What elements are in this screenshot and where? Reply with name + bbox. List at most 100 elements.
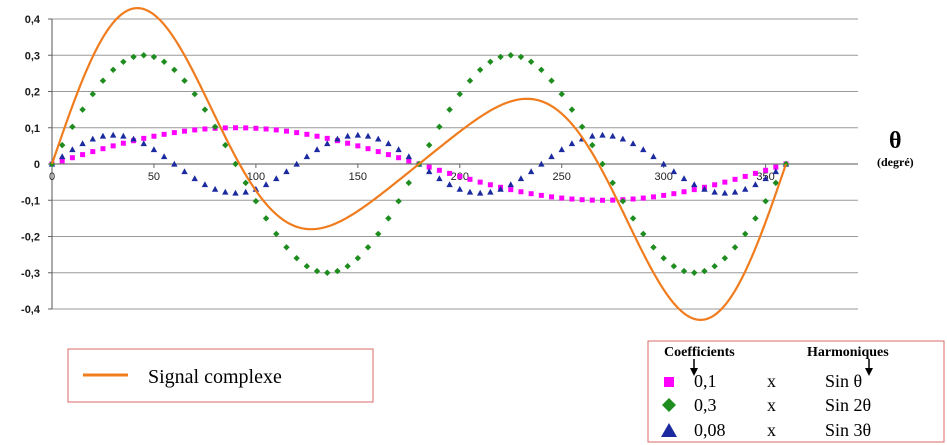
y-tick-label: 0: [34, 159, 40, 171]
y-tick-label: -0,4: [21, 304, 41, 316]
x-tick-label: 0: [49, 171, 55, 183]
diamond-point: [211, 123, 219, 131]
diamond-point: [548, 77, 555, 84]
diamond-point: [609, 179, 616, 187]
square-point: [182, 128, 188, 134]
diamond-point: [273, 230, 280, 238]
square-point: [569, 196, 575, 202]
square-point: [650, 194, 656, 200]
square-point: [671, 191, 677, 197]
square-point: [69, 155, 75, 161]
triangle-point: [191, 175, 198, 182]
triangle-point: [548, 153, 555, 160]
triangle-point: [375, 135, 382, 142]
square-point: [192, 127, 198, 133]
triangle-point: [762, 175, 769, 182]
square-point: [559, 195, 565, 201]
square-point: [273, 127, 279, 133]
square-point: [640, 195, 646, 201]
square-point: [385, 152, 391, 158]
diamond-point: [150, 53, 158, 61]
diamond-point: [171, 66, 178, 74]
triangle-point: [476, 189, 484, 196]
square-point: [100, 146, 106, 152]
square-point: [141, 135, 147, 141]
square-point: [110, 143, 116, 149]
triangle-point: [79, 140, 86, 147]
triangle-point: [425, 168, 433, 175]
diamond-point: [283, 244, 290, 251]
y-tick-label: -0,2: [21, 232, 40, 244]
square-point: [171, 130, 177, 136]
legend-row-2-harmonic: Sin 2θ: [825, 395, 871, 415]
series-signal-complexe-line: [50, 7, 788, 321]
y-tick-label: 0,3: [25, 50, 40, 62]
square-point: [763, 167, 769, 173]
diamond-point: [640, 230, 647, 238]
square-point: [477, 179, 483, 185]
triangle-point: [242, 188, 249, 195]
legend-row-1-harmonic: Sin θ: [825, 371, 862, 391]
diamond-point: [589, 141, 596, 149]
diamond-point: [375, 230, 382, 238]
diamond-point: [130, 53, 137, 61]
triangle-point: [344, 132, 351, 139]
triangle-point: [507, 181, 514, 188]
triangle-point: [670, 168, 678, 175]
triangle-point: [619, 135, 627, 142]
square-point: [59, 158, 65, 164]
square-point: [508, 187, 514, 193]
triangle-point: [731, 188, 739, 195]
square-point: [589, 197, 595, 203]
triangle-point: [742, 185, 749, 192]
triangle-point: [293, 160, 300, 167]
square-point: [253, 125, 259, 131]
triangle-point: [150, 146, 158, 153]
diamond-point: [762, 197, 769, 205]
diamond-point: [476, 66, 484, 74]
triangle-point: [660, 160, 667, 167]
diamond-point: [222, 141, 229, 149]
triangle-point: [109, 131, 117, 138]
x-tick-label: 150: [349, 171, 367, 183]
triangle-point: [680, 175, 688, 182]
square-point: [222, 125, 228, 131]
diamond-point: [405, 179, 413, 187]
square-point: [691, 187, 697, 193]
diamond-point: [497, 53, 504, 61]
legend-row-3-times: x: [767, 420, 776, 440]
triangle-point: [772, 168, 780, 175]
arrow-down-icon: [690, 359, 698, 376]
square-point: [712, 182, 718, 188]
diamond-point: [354, 254, 362, 262]
diamond-point: [160, 58, 168, 66]
square-point: [90, 149, 96, 155]
diamond-point: [58, 141, 66, 149]
diamond-point: [344, 262, 351, 270]
x-axis-label: θ: [889, 128, 902, 154]
triangle-point: [609, 132, 616, 139]
triangle-point: [527, 168, 535, 175]
diamond-point: [364, 244, 372, 251]
square-point: [549, 194, 555, 200]
diamond-point: [568, 106, 576, 113]
axes: [48, 18, 858, 310]
diamond-point: [599, 160, 606, 168]
diamond-point: [752, 215, 759, 222]
triangle-point: [599, 131, 606, 138]
x-tick-label: 50: [148, 171, 160, 183]
diamond-point: [293, 254, 300, 262]
square-point: [538, 192, 544, 198]
square-point: [518, 189, 524, 195]
y-tick-labels: 0,4 0,3 0,2 0,1 0 -0,1 -0,2 -0,3 -0,4: [21, 14, 41, 316]
square-point: [396, 155, 402, 161]
triangle-point: [640, 146, 647, 153]
triangle-point: [466, 188, 474, 195]
triangle-point: [497, 185, 504, 192]
square-point: [345, 140, 351, 146]
triangle-point: [303, 153, 311, 160]
y-tick-label: 0,4: [25, 14, 41, 26]
square-point: [324, 135, 330, 141]
triangle-point: [324, 140, 331, 147]
